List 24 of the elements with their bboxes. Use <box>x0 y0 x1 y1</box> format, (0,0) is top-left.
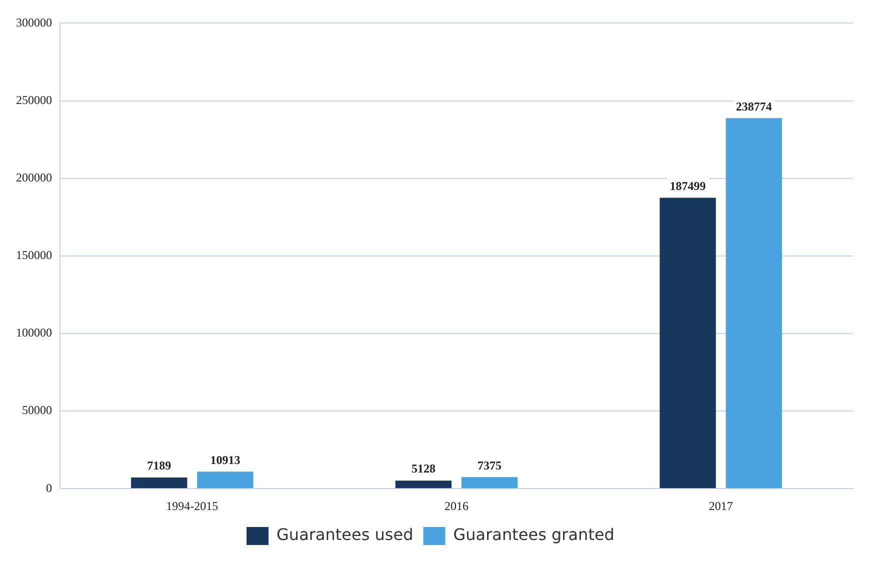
x-tick-label: 1994-2015 <box>166 498 218 513</box>
data-label: 7375 <box>478 458 502 472</box>
bar <box>726 118 782 488</box>
bar <box>461 477 518 488</box>
bar <box>660 198 716 488</box>
bar <box>197 472 254 488</box>
data-label: 5128 <box>411 462 436 476</box>
legend-label: Guarantees granted <box>453 525 614 544</box>
y-tick-label: 250000 <box>16 92 52 107</box>
y-tick-label: 150000 <box>16 248 52 262</box>
x-tick-label: 2017 <box>708 498 733 513</box>
y-tick-label: 300000 <box>16 15 52 30</box>
y-tick-label: 200000 <box>16 170 52 184</box>
x-tick-label: 2016 <box>444 498 468 513</box>
y-tick-label: 0 <box>46 480 52 495</box>
legend-label: Guarantees used <box>276 525 414 544</box>
bar <box>395 480 452 488</box>
data-label: 7189 <box>147 458 172 473</box>
y-tick-label: 50000 <box>22 403 52 418</box>
bar <box>131 477 188 488</box>
y-tick-label: 100000 <box>16 326 52 340</box>
data-label: 238774 <box>736 99 772 114</box>
data-label: 10913 <box>210 452 240 467</box>
data-label: 187499 <box>670 178 706 193</box>
